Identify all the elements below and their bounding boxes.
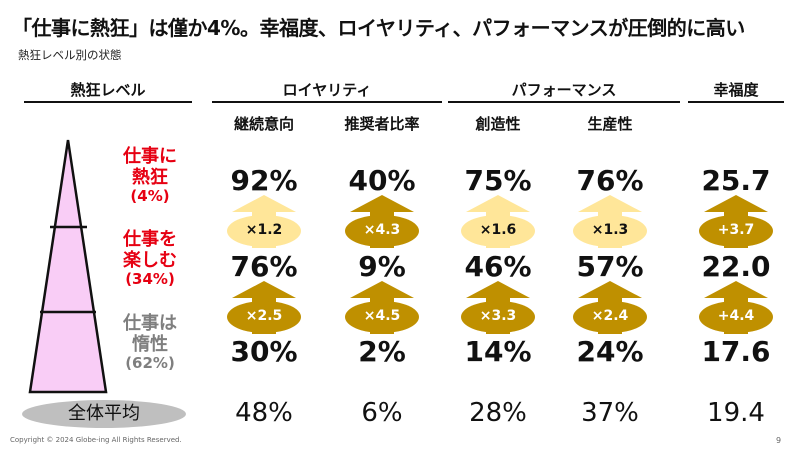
value-inertia-creativity: 14% [464,335,532,368]
header-happiness: 幸福度 [713,81,759,99]
arrow-upper-productivity: ×1.3 [572,194,648,248]
up-arrow-icon [227,281,301,334]
subheader-productivity: 生産性 [587,115,633,133]
arrow-lower-productivity-label: ×2.4 [591,308,629,324]
subheader-continuation: 継続意向 [233,115,294,133]
header-loyalty: ロイヤリティ [282,81,372,99]
up-arrow-icon [699,281,773,334]
page-subtitle: 熱狂レベル別の状態 [18,48,122,62]
arrow-upper-continuation-label: ×1.2 [245,222,283,238]
average-continuation: 48% [235,398,293,428]
value-enjoy-happiness: 22.0 [701,250,771,283]
level-passionate-line2: 熱狂 [132,166,168,188]
level-passionate: 仕事に 熱狂 (4%) [100,146,200,206]
arrow-upper-continuation: ×1.2 [226,194,302,248]
subheader-recommend: 推奨者比率 [344,115,420,133]
level-passionate-pct: (4%) [130,187,170,206]
value-inertia-continuation: 30% [230,335,298,368]
header-underline-loyalty [212,101,442,103]
average-label: 全体平均 [22,400,186,428]
value-passionate-happiness: 25.7 [701,164,771,197]
level-enjoy-pct: (34%) [125,270,175,289]
value-inertia-productivity: 24% [576,335,644,368]
value-inertia-happiness: 17.6 [701,335,771,368]
value-enjoy-creativity: 46% [464,250,532,283]
pyramid-shape [28,139,108,394]
arrow-lower-recommend-label: ×4.5 [363,308,401,324]
value-enjoy-continuation: 76% [230,250,298,283]
value-passionate-recommend: 40% [348,164,416,197]
value-enjoy-productivity: 57% [576,250,644,283]
arrow-lower-creativity: ×3.3 [460,280,536,334]
average-happiness: 19.4 [707,398,765,428]
up-arrow-icon [461,195,535,248]
arrow-upper-happiness-label: +3.7 [717,222,755,238]
level-inertia-line2: 惰性 [132,333,168,355]
up-arrow-icon [345,195,419,248]
up-arrow-icon [699,195,773,248]
level-inertia-line1: 仕事は [123,313,177,334]
arrow-lower-happiness-label: +4.4 [717,308,755,324]
subheader-creativity: 創造性 [475,115,521,133]
arrow-upper-recommend: ×4.3 [344,194,420,248]
header-underline-performance [448,101,680,103]
level-enjoy-line1: 仕事を [123,229,177,250]
arrow-upper-happiness: +3.7 [698,194,774,248]
page-title: 「仕事に熱狂」は僅か4%。幸福度、ロイヤリティ、パフォーマンスが圧倒的に高い [12,16,745,40]
arrow-upper-creativity-label: ×1.6 [479,222,517,238]
header-level: 熱狂レベル [70,81,146,99]
arrow-lower-recommend: ×4.5 [344,280,420,334]
up-arrow-icon [345,281,419,334]
up-arrow-icon [227,195,301,248]
arrow-lower-continuation: ×2.5 [226,280,302,334]
average-recommend: 6% [361,398,403,428]
value-enjoy-recommend: 9% [358,250,406,283]
average-productivity: 37% [581,398,639,428]
level-inertia: 仕事は 惰性 (62%) [100,313,200,373]
arrow-upper-productivity-label: ×1.3 [591,222,629,238]
arrow-lower-continuation-label: ×2.5 [245,308,283,324]
arrow-lower-productivity: ×2.4 [572,280,648,334]
value-passionate-continuation: 92% [230,164,298,197]
level-enjoy-line2: 楽しむ [123,249,177,271]
copyright-text: Copyright © 2024 Globe-ing All Rights Re… [10,436,182,444]
value-passionate-productivity: 76% [576,164,644,197]
arrow-lower-happiness: +4.4 [698,280,774,334]
value-inertia-recommend: 2% [358,335,406,368]
level-enjoy: 仕事を 楽しむ (34%) [100,229,200,289]
arrow-upper-creativity: ×1.6 [460,194,536,248]
page-number: 9 [776,436,782,445]
up-arrow-icon [461,281,535,334]
level-passionate-line1: 仕事に [123,146,177,167]
engagement-pyramid [28,139,108,394]
header-performance: パフォーマンス [511,81,617,99]
arrow-lower-creativity-label: ×3.3 [479,308,517,324]
average-creativity: 28% [469,398,527,428]
header-underline-level [24,101,192,103]
arrow-upper-recommend-label: ×4.3 [363,222,401,238]
up-arrow-icon [573,281,647,334]
level-inertia-pct: (62%) [125,354,175,373]
up-arrow-icon [573,195,647,248]
value-passionate-creativity: 75% [464,164,532,197]
header-underline-happiness [688,101,784,103]
